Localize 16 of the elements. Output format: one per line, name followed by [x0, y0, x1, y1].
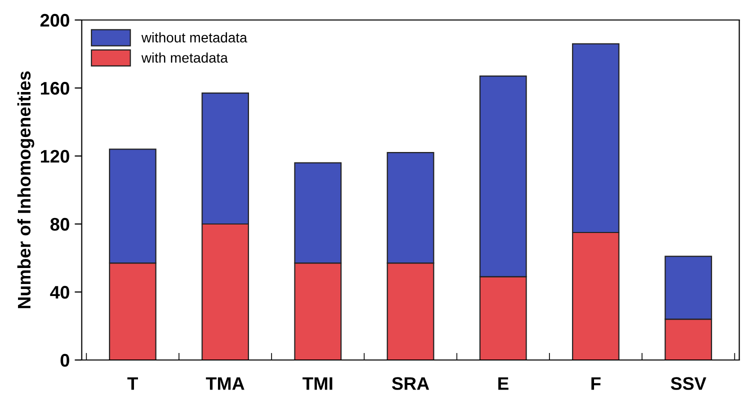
- y-tick-label: 40: [50, 286, 70, 299]
- legend-label: without metadata: [141, 32, 248, 42]
- x-tick-label: E: [498, 377, 508, 390]
- y-tick-label: 80: [50, 218, 70, 231]
- y-axis-title: Number of Inhomogeneities: [17, 71, 34, 308]
- x-tick-label: TMA: [206, 377, 244, 390]
- x-tick-label: TMI: [302, 377, 332, 390]
- y-tick-label: 200: [40, 14, 70, 27]
- y-tick-label: 0: [60, 354, 70, 367]
- x-tick-label: F: [591, 377, 601, 390]
- y-tick-label: 120: [40, 150, 70, 163]
- x-tick-label: SRA: [392, 377, 430, 390]
- y-tick-label: 160: [40, 82, 70, 95]
- legend-label: with metadata: [141, 52, 228, 63]
- x-tick-label: T: [127, 377, 138, 390]
- x-tick-label: SSV: [670, 377, 706, 390]
